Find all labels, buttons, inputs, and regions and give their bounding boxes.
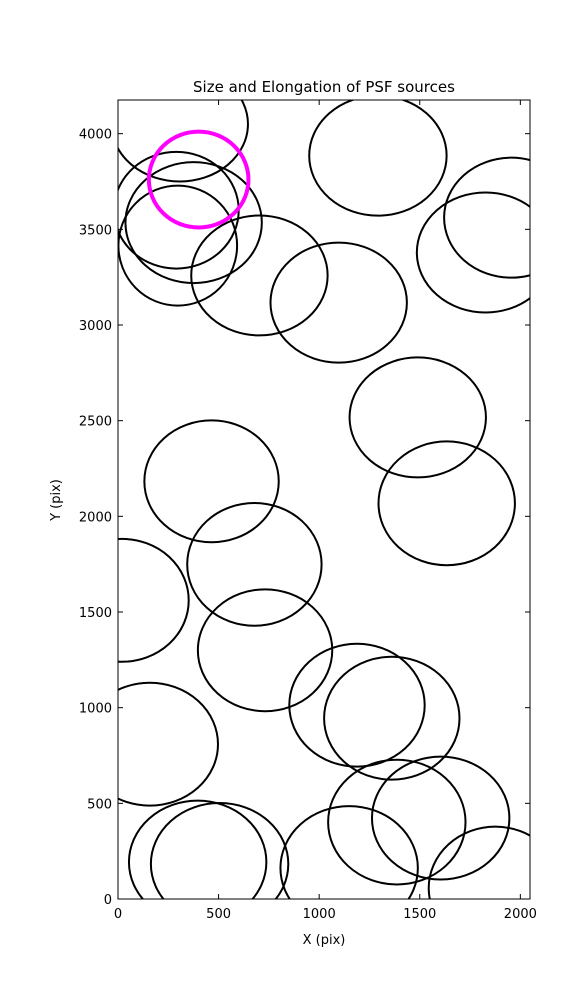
- psf-ellipse: [146, 129, 251, 230]
- y-tick-label: 0: [104, 893, 112, 908]
- psf-ellipse: [370, 755, 511, 881]
- psf-ellipse: [124, 161, 263, 285]
- psf-ellipse: [288, 642, 426, 768]
- chart-title: Size and Elongation of PSF sources: [193, 78, 455, 96]
- y-tick-label: 2500: [79, 415, 112, 430]
- psf-ellipse: [348, 356, 487, 479]
- psf-ellipse: [323, 655, 461, 781]
- y-axis-label: Y (pix): [49, 479, 64, 522]
- marks: [118, 100, 530, 899]
- psf-ellipse: [327, 758, 467, 886]
- psf-ellipse: [118, 681, 219, 807]
- psf-ellipse: [377, 440, 516, 567]
- psf-ellipse: [118, 100, 249, 183]
- x-tick-label: 1000: [303, 907, 336, 922]
- x-tick-label: 500: [206, 907, 231, 922]
- y-tick-label: 3500: [79, 223, 112, 238]
- y-tick-label: 4000: [79, 128, 112, 143]
- x-tick-label: 1500: [403, 907, 436, 922]
- x-axis-label: X (pix): [303, 933, 346, 948]
- psf-ellipse: [186, 501, 323, 627]
- y-tick-label: 1500: [79, 606, 112, 621]
- plot-area: [118, 100, 530, 899]
- psf-ellipse: [443, 156, 530, 279]
- psf-ellipse: [143, 419, 280, 544]
- y-tick-label: 500: [87, 797, 112, 812]
- psf-ellipse: [149, 802, 290, 899]
- y-tick-label: 3000: [79, 319, 112, 334]
- y-tick-label: 2000: [79, 510, 112, 525]
- psf-ellipse: [427, 825, 530, 899]
- psf-ellipse: [127, 799, 268, 899]
- psf-ellipse: [269, 241, 408, 364]
- psf-ellipse: [279, 805, 419, 899]
- psf-ellipse: [118, 537, 190, 663]
- x-tick-label: 0: [114, 907, 122, 922]
- psf-ellipse: [190, 214, 329, 337]
- y-tick-label: 1000: [79, 702, 112, 717]
- plot-frame: [117, 99, 531, 900]
- x-tick-label: 2000: [504, 907, 537, 922]
- psf-ellipse: [415, 191, 530, 314]
- psf-ellipse: [308, 100, 448, 217]
- psf-ellipse: [196, 588, 334, 713]
